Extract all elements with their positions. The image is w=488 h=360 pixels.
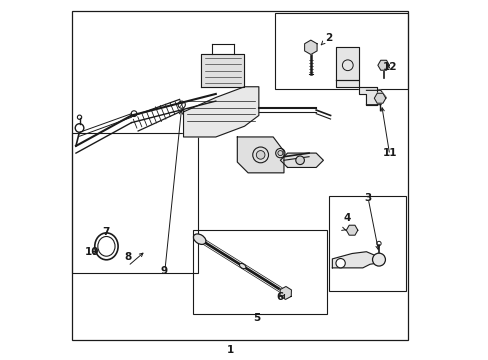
Polygon shape <box>280 287 291 300</box>
Polygon shape <box>373 93 385 103</box>
Text: 2: 2 <box>325 33 332 43</box>
Bar <box>72 134 198 273</box>
Text: 12: 12 <box>382 62 396 72</box>
Polygon shape <box>201 54 244 87</box>
Text: 9: 9 <box>160 266 167 276</box>
Text: 5: 5 <box>253 313 260 323</box>
Ellipse shape <box>98 237 115 256</box>
Circle shape <box>335 258 345 268</box>
Text: 3: 3 <box>364 193 371 203</box>
Polygon shape <box>237 137 284 173</box>
Text: 6: 6 <box>276 292 284 302</box>
Bar <box>328 196 405 291</box>
Text: 7: 7 <box>102 227 110 237</box>
Polygon shape <box>280 153 323 167</box>
Polygon shape <box>335 47 359 80</box>
Bar <box>192 230 326 315</box>
Polygon shape <box>183 87 258 137</box>
Text: 8: 8 <box>124 252 131 262</box>
Polygon shape <box>346 225 357 235</box>
Bar <box>274 13 407 89</box>
Circle shape <box>380 63 386 68</box>
Circle shape <box>372 253 385 266</box>
Text: 4: 4 <box>342 213 350 222</box>
Polygon shape <box>304 40 316 54</box>
Circle shape <box>295 156 304 165</box>
Ellipse shape <box>95 233 118 260</box>
Text: 1: 1 <box>226 345 233 355</box>
Circle shape <box>277 150 282 156</box>
Polygon shape <box>335 80 376 105</box>
Ellipse shape <box>193 234 205 244</box>
Polygon shape <box>332 252 380 268</box>
Ellipse shape <box>239 264 245 269</box>
Polygon shape <box>377 60 388 70</box>
Text: 11: 11 <box>382 148 396 158</box>
Text: 10: 10 <box>84 247 99 257</box>
Circle shape <box>377 96 382 101</box>
Circle shape <box>75 124 83 132</box>
Polygon shape <box>366 90 386 105</box>
Circle shape <box>256 150 264 159</box>
